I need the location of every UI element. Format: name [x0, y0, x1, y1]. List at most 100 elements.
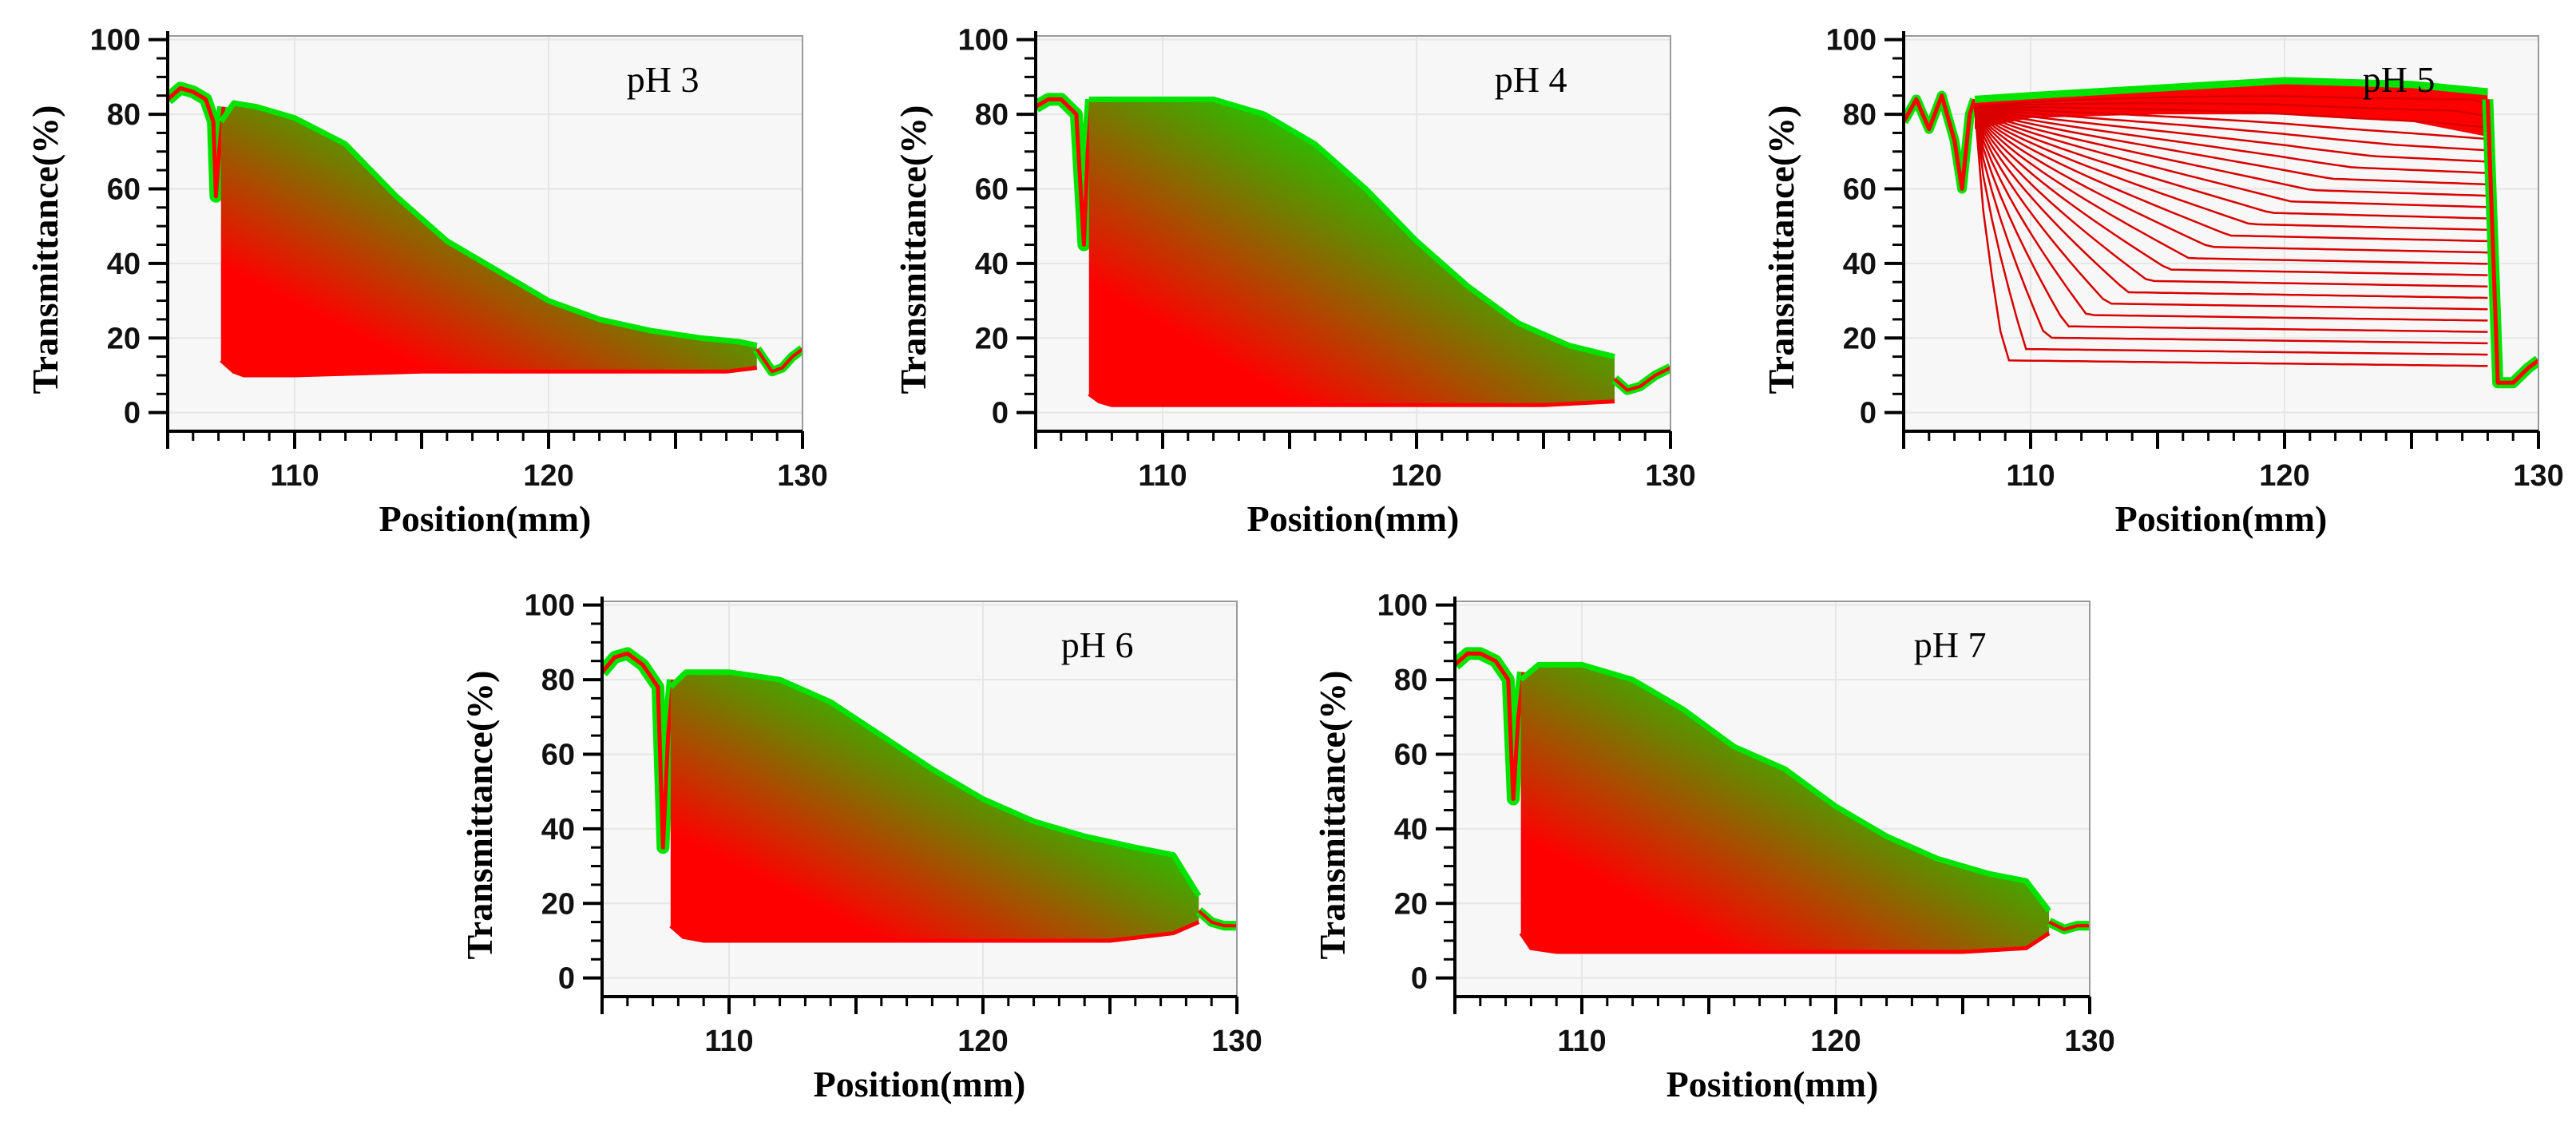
x-axis-title: Position(mm) [379, 498, 592, 539]
y-tick-label: 0 [124, 397, 141, 430]
plot-content [602, 647, 1237, 943]
panel-label-ph6: pH 6 [1061, 624, 1134, 665]
transmittance-profile-line [1973, 106, 2488, 254]
y-tick-label: 80 [107, 98, 141, 132]
lower-envelope-line [1088, 392, 1615, 407]
transmittance-profile-line [1974, 95, 2488, 108]
tail-line [755, 347, 803, 374]
meniscus-line [602, 651, 676, 850]
upper-envelope-line [668, 669, 1202, 898]
plot-content [168, 81, 803, 378]
transmittance-profiles-area [670, 672, 1199, 941]
y-tick-label: 60 [975, 172, 1009, 206]
transmittance-profile-line [1974, 105, 2488, 208]
x-tick-label: 120 [1810, 1025, 1861, 1058]
y-tick-label: 40 [541, 813, 575, 846]
drop-line [2485, 99, 2538, 385]
chart-ph5: 110 120 130 0 20 40 60 80 100 Position(mm) Transmi… [1761, 24, 2564, 539]
lower-envelope-line [669, 920, 1200, 943]
transmittance-profile-line [1974, 105, 2488, 186]
transmittance-profile-line [1974, 105, 2488, 129]
y-tick-label: 100 [1826, 24, 1877, 57]
tail-line [1613, 366, 1670, 392]
panel-ph7: 110 120 130 0 20 40 60 80 100 Position(mm) Transmi… [1287, 565, 2118, 1108]
tail-line [2048, 920, 2090, 931]
plateau-top-line [1974, 77, 2488, 103]
upper-envelope-line [1088, 96, 1615, 359]
y-tick-label: 100 [958, 24, 1009, 57]
panel-label-ph7: pH 7 [1914, 624, 1987, 665]
transmittance-profile-line [1974, 105, 2488, 231]
y-tick-label: 20 [107, 322, 141, 355]
x-tick-label: 130 [2513, 459, 2563, 493]
y-tick-label: 0 [558, 962, 575, 996]
transmittance-profile-line [1973, 105, 2488, 243]
lower-envelope-line [1519, 931, 2051, 954]
x-tick-label: 110 [1138, 459, 1187, 493]
y-tick-label: 100 [525, 589, 575, 623]
upper-envelope-line [218, 100, 758, 349]
x-axis-title: Position(mm) [1666, 1064, 1879, 1104]
panel-label-ph4: pH 4 [1495, 59, 1567, 100]
y-tick-label: 20 [541, 887, 575, 921]
panel-label-ph3: pH 3 [627, 59, 699, 100]
panel-ph4: 110 120 130 0 20 40 60 80 100 Position(mm) Transmi… [868, 0, 1698, 543]
transmittance-profile-line [1973, 106, 2488, 311]
transmittance-profiles-area [1088, 99, 1615, 406]
meniscus-line [1904, 93, 1977, 191]
transmittance-profile-line [1974, 105, 2488, 163]
y-tick-label: 0 [992, 397, 1009, 430]
plot-content [1904, 77, 2538, 389]
y-tick-label: 0 [1411, 962, 1428, 996]
transmittance-profiles-area [1520, 664, 2050, 952]
transmittance-profile-line [1973, 106, 2488, 276]
y-axis-title: Transmittance(%) [1312, 671, 1353, 960]
y-tick-label: 40 [975, 248, 1009, 281]
y-tick-label: 80 [1394, 664, 1428, 697]
y-tick-label: 40 [107, 248, 141, 281]
transmittance-profile-line [1974, 105, 2488, 141]
transmittance-profile-line [1973, 106, 2488, 367]
x-tick-label: 130 [777, 459, 827, 493]
x-axis-title: Position(mm) [814, 1064, 1026, 1104]
transmittance-profile-line [1973, 106, 2488, 322]
x-tick-label: 130 [1645, 459, 1695, 493]
y-axis-title: Transmittance(%) [893, 105, 933, 394]
panel-ph3: 110 120 130 0 20 40 60 80 100 Position(mm) Transmi… [0, 0, 830, 543]
transmittance-profile-line [1974, 102, 2488, 117]
y-axis-title: Transmittance(%) [459, 671, 500, 960]
plot-content [1036, 93, 1670, 407]
chart-ph4: 110 120 130 0 20 40 60 80 100 Position(mm) Transmi… [893, 24, 1696, 539]
y-tick-label: 20 [1394, 887, 1428, 921]
meniscus-line [168, 85, 226, 199]
x-tick-label: 120 [957, 1025, 1008, 1058]
x-tick-label: 110 [704, 1025, 753, 1058]
y-tick-label: 60 [107, 172, 141, 206]
meniscus-line [1455, 651, 1526, 801]
transmittance-profiles-area [220, 103, 757, 375]
transmittance-profile-line [1973, 106, 2488, 333]
panel-ph5: 110 120 130 0 20 40 60 80 100 Position(mm) Transmi… [1736, 0, 2566, 543]
tail-line [1197, 910, 1237, 928]
x-tick-label: 130 [1211, 1025, 1262, 1058]
y-tick-label: 20 [975, 322, 1009, 355]
x-axis-title: Position(mm) [1247, 498, 1460, 539]
y-tick-label: 100 [1377, 589, 1428, 623]
y-tick-label: 20 [1843, 322, 1877, 355]
chart-ph6: 110 120 130 0 20 40 60 80 100 Position(mm) Transmi… [459, 589, 1262, 1104]
y-axis-title: Transmittance(%) [25, 105, 65, 394]
panel-ph6: 110 120 130 0 20 40 60 80 100 Position(mm) Transmi… [434, 565, 1265, 1108]
y-tick-label: 60 [541, 738, 575, 771]
transmittance-profile-line [1973, 106, 2488, 345]
plot-content [1455, 647, 2090, 954]
y-axis-title: Transmittance(%) [1761, 105, 1801, 394]
y-tick-label: 60 [1394, 738, 1428, 771]
x-tick-label: 110 [2006, 459, 2055, 493]
y-tick-label: 80 [975, 98, 1009, 132]
y-tick-label: 60 [1843, 172, 1877, 206]
meniscus-line [1036, 97, 1094, 247]
y-tick-label: 40 [1394, 813, 1428, 846]
lower-envelope-line [220, 359, 758, 378]
transmittance-profile-line [1974, 105, 2488, 197]
x-tick-label: 110 [1557, 1025, 1606, 1058]
